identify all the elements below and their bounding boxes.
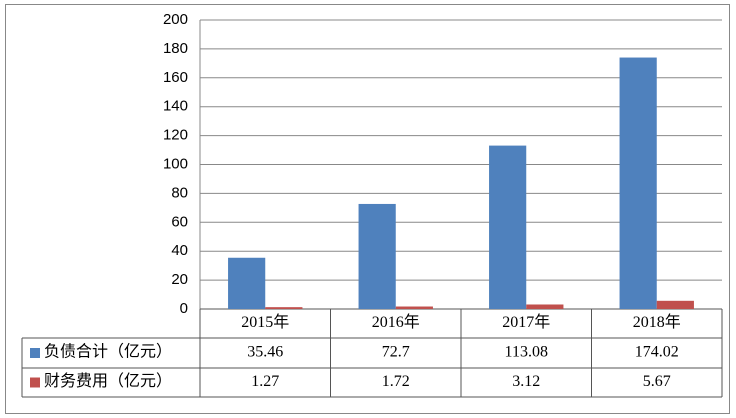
bar (619, 57, 657, 309)
legend-label: 财务费用（亿元） (44, 372, 172, 390)
table-value: 1.72 (382, 373, 410, 390)
x-tick-label: 2018年 (633, 313, 681, 331)
x-tick-label: 2016年 (372, 313, 420, 331)
x-tick-label: 2015年 (241, 313, 289, 331)
y-tick-label: 80 (171, 184, 188, 201)
x-tick-label: 2017年 (502, 313, 550, 331)
y-tick-label: 120 (163, 127, 188, 144)
table-value: 5.67 (643, 373, 671, 390)
bar (526, 304, 564, 309)
y-tick-label: 200 (163, 11, 188, 28)
table-value: 1.27 (251, 373, 279, 390)
legend-swatch (30, 348, 40, 358)
y-tick-label: 180 (163, 40, 188, 57)
bar (395, 306, 433, 309)
bar (489, 145, 527, 309)
table-value: 72.7 (382, 344, 410, 361)
table-value: 113.08 (505, 344, 548, 361)
bar (656, 300, 694, 309)
bar (228, 257, 266, 309)
y-tick-label: 160 (163, 69, 188, 86)
legend-swatch (30, 377, 40, 388)
y-tick-label: 100 (163, 155, 188, 172)
bar (358, 203, 396, 309)
table-value: 174.02 (635, 344, 679, 361)
legend-label: 负债合计（亿元） (44, 343, 172, 361)
y-tick-label: 40 (171, 242, 188, 259)
y-tick-label: 20 (171, 271, 188, 288)
y-tick-label: 0 (180, 300, 188, 317)
bar (265, 307, 303, 309)
y-tick-label: 140 (163, 98, 188, 115)
table-value: 35.46 (247, 344, 283, 361)
y-tick-label: 60 (171, 213, 188, 230)
table-value: 3.12 (512, 373, 540, 390)
